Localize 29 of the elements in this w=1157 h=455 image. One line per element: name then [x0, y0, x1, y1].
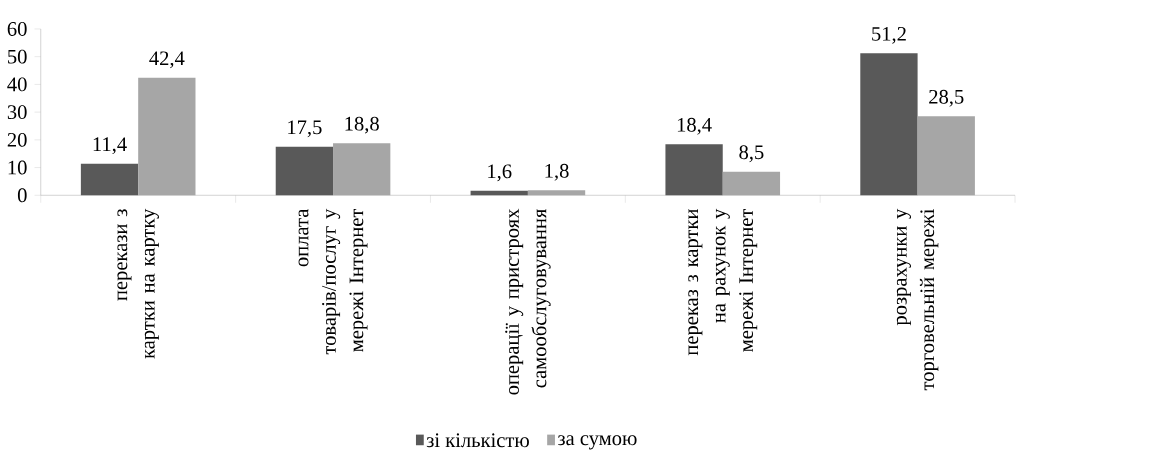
bar [275, 146, 334, 196]
bar [860, 53, 918, 196]
y-tick-label: 40 [7, 77, 27, 92]
y-tick-label: 20 [7, 132, 27, 147]
y-tick-label: 50 [8, 49, 27, 64]
y-tick-label: 60 [7, 22, 27, 36]
data-label: 1,6 [488, 164, 512, 182]
data-label: 8,5 [739, 145, 764, 163]
x-tick-label: операції у пристроях самообслуговування [505, 208, 551, 395]
data-label: 51,2 [872, 26, 906, 44]
legend-label: за сумою [558, 435, 637, 450]
x-tick-label: оплата товарів/послуг у мережі Інтернет [298, 208, 368, 355]
data-label: 42,4 [149, 51, 185, 69]
y-tick-label: 10 [8, 160, 27, 175]
data-label: 11,4 [93, 137, 127, 155]
data-label: 18,8 [345, 116, 379, 134]
bar [665, 144, 723, 196]
x-tick-label: розрахунки у торговельній мережі [896, 208, 939, 391]
data-label: 18,4 [677, 117, 712, 135]
x-tick-label: переказ з картки на рахунок у мережі Інтернет [688, 208, 758, 356]
bar [80, 163, 139, 196]
y-tick-label: 0 [17, 188, 27, 203]
data-label: 17,5 [288, 120, 322, 138]
y-tick-label: 30 [7, 105, 27, 120]
data-label: 1,8 [545, 163, 569, 181]
data-label: 28,5 [929, 89, 964, 107]
bar [470, 190, 528, 196]
legend-label: зі кількістю [426, 433, 529, 448]
x-tick-label: перекази з картки на картку [117, 208, 159, 359]
